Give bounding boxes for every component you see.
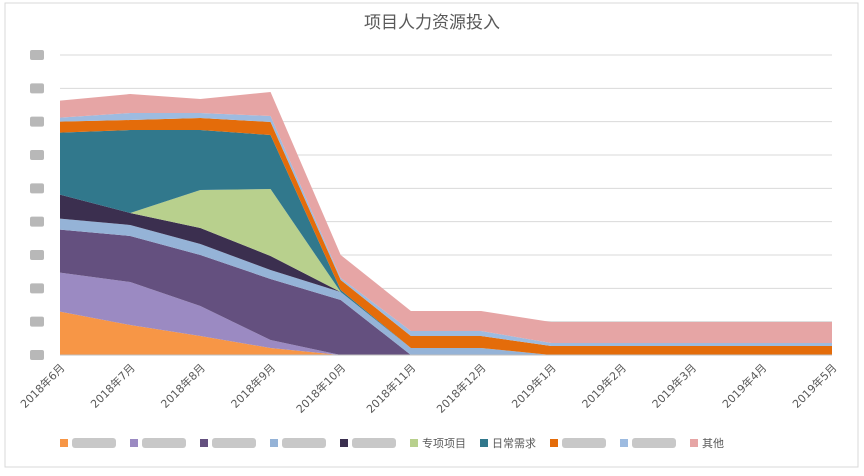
y-tick-label-blurred xyxy=(30,250,44,260)
area xyxy=(60,272,832,355)
area xyxy=(60,311,832,355)
legend-label-blurred xyxy=(212,438,256,448)
legend-label-blurred xyxy=(72,438,116,448)
chart-title: 项目人力资源投入 xyxy=(364,13,500,33)
area xyxy=(60,130,832,355)
y-tick-label-blurred xyxy=(30,316,44,327)
y-tick-label-blurred xyxy=(30,350,44,360)
legend-label-blurred xyxy=(632,438,676,448)
legend-label-blurred xyxy=(282,438,326,448)
y-tick-label-blurred xyxy=(30,116,44,127)
legend-label: 日常需求 xyxy=(492,437,536,450)
area xyxy=(60,218,832,355)
legend-label-blurred xyxy=(142,438,186,448)
legend-swatch xyxy=(620,439,628,447)
legend-label: 其他 xyxy=(702,437,724,450)
legend-label-blurred xyxy=(562,438,606,448)
legend-swatch xyxy=(550,439,558,447)
area xyxy=(60,229,832,355)
y-tick-label-blurred xyxy=(30,83,44,94)
y-tick-label-blurred xyxy=(30,183,44,194)
y-tick-label-blurred xyxy=(30,283,44,294)
legend-swatch xyxy=(480,439,488,447)
legend-swatch xyxy=(690,439,698,447)
legend-label-blurred xyxy=(352,438,396,448)
y-tick-label-blurred xyxy=(30,150,44,160)
legend-swatch xyxy=(200,439,208,447)
legend-swatch xyxy=(410,439,418,447)
y-tick-label-blurred xyxy=(30,50,44,60)
legend-swatch xyxy=(340,439,348,447)
legend-swatch xyxy=(130,439,138,447)
area xyxy=(60,189,832,355)
legend-swatch xyxy=(270,439,278,447)
legend-label: 专项项目 xyxy=(422,436,466,450)
y-tick-label-blurred xyxy=(30,216,44,227)
legend-swatch xyxy=(60,439,68,447)
